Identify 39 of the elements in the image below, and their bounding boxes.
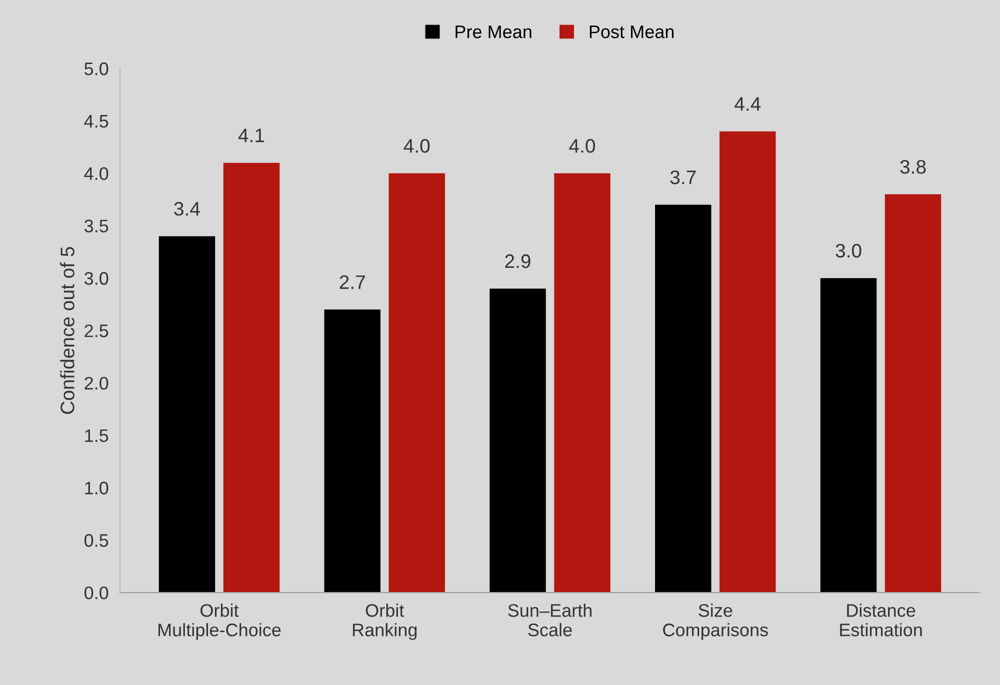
data-label: 3.8 <box>900 160 926 174</box>
x-tick-label: Orbit Ranking <box>352 604 417 640</box>
y-tick-label: 0.0 <box>84 586 108 600</box>
data-label: 4.0 <box>569 139 596 153</box>
bar <box>820 278 877 593</box>
bar <box>884 194 942 593</box>
y-tick-label: 1.5 <box>85 429 108 442</box>
y-tick-label: 4.0 <box>84 167 108 180</box>
data-label: 4.1 <box>238 128 264 142</box>
x-tick-label: Size Comparisons <box>663 604 768 640</box>
y-tick-label: 0.5 <box>84 534 108 547</box>
x-tick-label: Orbit Multiple-Choice <box>158 604 281 640</box>
x-tick-label: Distance Estimation <box>840 604 922 636</box>
bar <box>554 173 610 593</box>
data-label: 3.0 <box>836 244 862 258</box>
data-label: 4.0 <box>404 139 430 153</box>
data-label: 3.4 <box>174 202 200 216</box>
bar <box>223 162 280 593</box>
y-tick-label: 2.0 <box>84 376 108 390</box>
y-tick-label: 4.5 <box>84 115 108 128</box>
y-tick-label: 2.5 <box>84 324 108 338</box>
y-tick-label: 3.0 <box>84 272 108 285</box>
bar <box>324 310 380 593</box>
y-axis-title: Confidence out of 5 <box>60 247 74 414</box>
data-label: 3.7 <box>670 170 696 184</box>
data-label: 4.4 <box>734 97 761 111</box>
bar <box>720 131 776 593</box>
legend-label: Post Mean <box>590 26 674 38</box>
legend-label: Pre Mean <box>456 26 532 38</box>
x-tick-label: Sun–Earth Scale <box>508 604 592 636</box>
bar <box>158 236 216 593</box>
bar <box>655 204 712 593</box>
bar <box>490 288 546 593</box>
y-tick-label: 1.0 <box>85 482 108 494</box>
data-label: 2.7 <box>340 275 365 289</box>
data-label: 2.9 <box>505 254 530 268</box>
y-tick-label: 3.5 <box>84 220 108 232</box>
y-tick-label: 5.0 <box>84 62 108 76</box>
bar <box>388 173 445 593</box>
